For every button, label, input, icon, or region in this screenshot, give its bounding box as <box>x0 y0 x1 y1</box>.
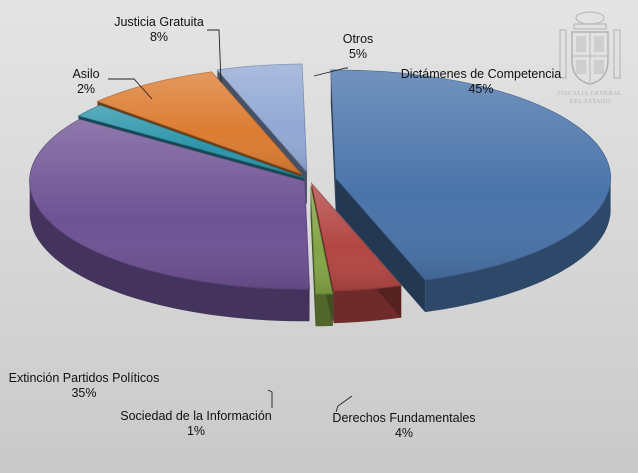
slice-percent: 35% <box>71 386 96 400</box>
slice-derechos-fundamentales <box>310 182 402 324</box>
slice-gloss-dictamenes-de-competencia <box>330 69 611 281</box>
leader-line <box>207 29 222 83</box>
leader-line <box>267 389 273 408</box>
slice-percent: 2% <box>77 82 95 96</box>
leader-line <box>313 67 348 77</box>
slice-label: Dictámenes de Competencia <box>401 67 562 81</box>
leader-line <box>108 78 153 100</box>
slice-side-dictamenes-de-competencia <box>425 178 611 313</box>
slice-cut-dictamenes-de-competencia <box>335 177 426 313</box>
slice-gloss-extincion-partidos-politicos <box>29 119 310 290</box>
slice-percent: 45% <box>468 82 493 96</box>
slice-label: Asilo <box>72 67 99 81</box>
slice-label: Otros <box>343 32 374 46</box>
slice-gloss-derechos-fundamentales <box>311 183 402 292</box>
slice-gloss-sociedad-de-la-informacion <box>310 186 333 295</box>
slice-percent: 1% <box>187 424 205 438</box>
watermark-line2: DEL ESTADO <box>569 99 610 105</box>
slice-label: Justicia Gratuita <box>114 15 204 29</box>
coat-of-arms-icon <box>559 11 621 85</box>
slice-sociedad-de-la-informacion <box>310 186 334 327</box>
watermark-line1: FISCALIA GENERAL <box>558 91 622 97</box>
pie-slices <box>29 63 611 327</box>
slice-label: Extinción Partidos Políticos <box>9 371 160 385</box>
slice-extincion-partidos-politicos <box>29 118 310 322</box>
slice-percent: 8% <box>150 30 168 44</box>
slice-gloss-justicia-gratuita <box>97 71 302 174</box>
slice-percent: 5% <box>349 47 367 61</box>
slice-label: Sociedad de la Información <box>120 409 272 423</box>
slice-gloss-asilo <box>78 105 304 178</box>
leader-line <box>335 395 353 413</box>
slice-label: Derechos Fundamentales <box>332 411 475 425</box>
slice-percent: 4% <box>395 426 413 440</box>
slice-gloss-otros <box>217 64 307 173</box>
slice-dictamenes-de-competencia <box>330 69 611 313</box>
watermark-emblem: FISCALIA GENERAL DEL ESTADO <box>558 11 622 105</box>
